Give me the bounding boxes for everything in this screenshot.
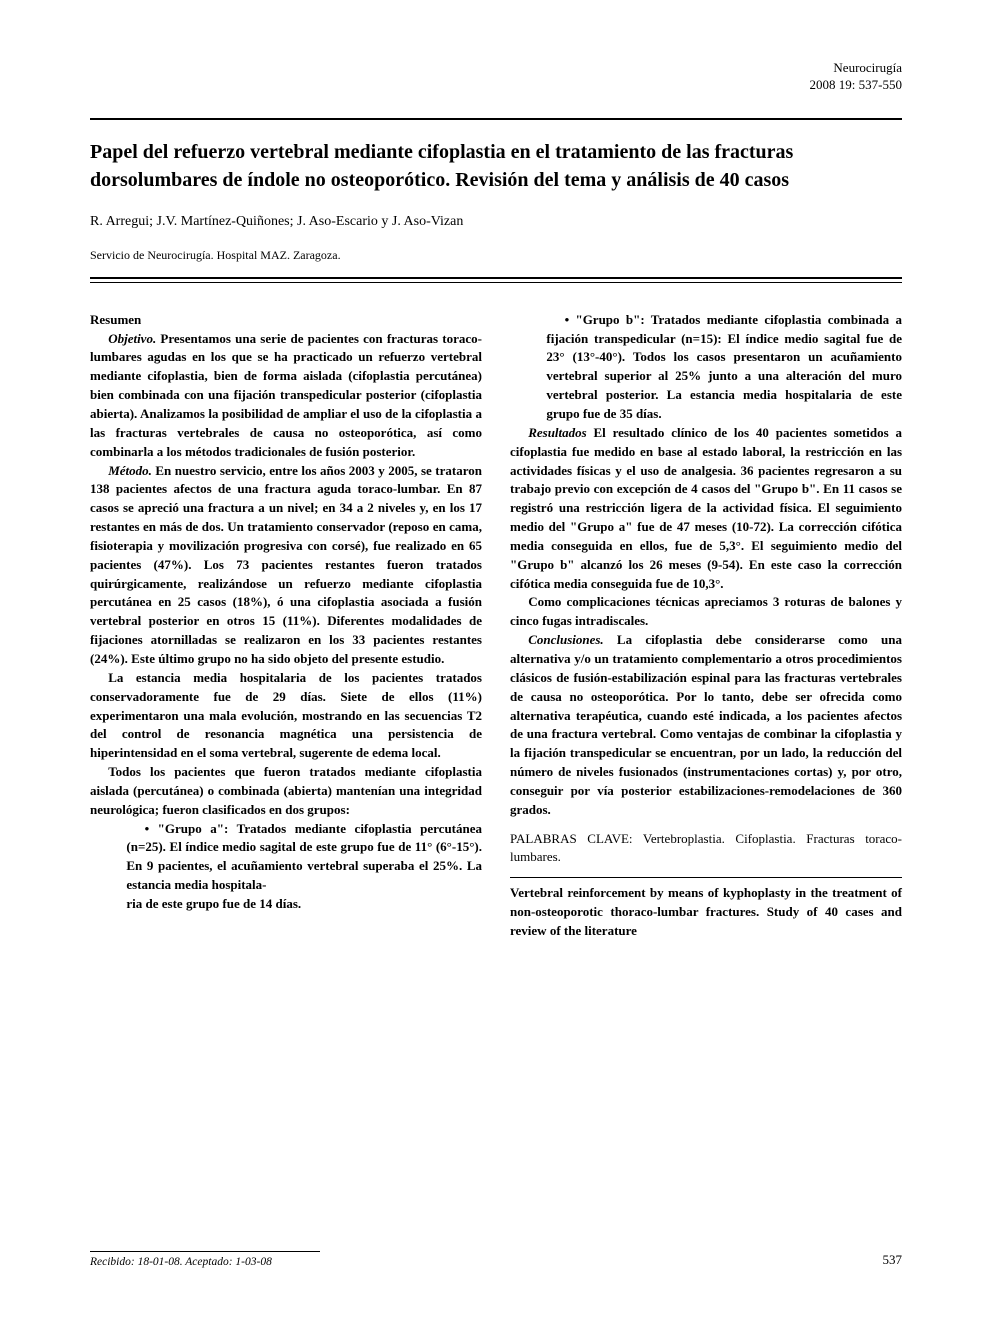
journal-name: Neurocirugía <box>90 60 902 77</box>
objetivo-paragraph: Objetivo. Presentamos una serie de pacie… <box>90 330 482 462</box>
conclusiones-label: Conclusiones. <box>528 632 604 647</box>
conclusiones-paragraph: Conclusiones. La cifoplastia debe consid… <box>510 631 902 819</box>
abstract-heading: Resumen <box>90 311 482 330</box>
english-title: Vertebral reinforcement by means of kyph… <box>510 884 902 941</box>
grupo-a-bullet: • "Grupo a": Tratados mediante cifoplast… <box>90 820 482 895</box>
journal-header: Neurocirugía 2008 19: 537-550 <box>90 60 902 94</box>
metodo-label: Método. <box>108 463 152 478</box>
authors: R. Arregui; J.V. Martínez-Quiñones; J. A… <box>90 214 902 230</box>
footer: Recibido: 18-01-08. Aceptado: 1-03-08 <box>90 1251 902 1268</box>
resultados-text: El resultado clínico de los 40 pacientes… <box>510 425 902 591</box>
metodo-paragraph: Método. En nuestro servicio, entre los a… <box>90 462 482 669</box>
objetivo-label: Objetivo. <box>108 331 156 346</box>
page-number: 537 <box>883 1252 903 1268</box>
metodo-p3: Todos los pacientes que fueron tratados … <box>90 763 482 820</box>
keywords-label: PALABRAS CLAVE: <box>510 831 643 846</box>
journal-citation: 2008 19: 537-550 <box>90 77 902 94</box>
header-double-rule <box>90 277 902 283</box>
english-title-block: Vertebral reinforcement by means of kyph… <box>510 877 902 941</box>
footer-rule <box>90 1251 320 1252</box>
resultados-p2: Como complicaciones técnicas apreciamos … <box>510 593 902 631</box>
affiliation: Servicio de Neurocirugía. Hospital MAZ. … <box>90 248 902 263</box>
conclusiones-text: La cifoplastia debe considerarse como un… <box>510 632 902 817</box>
grupo-a-cont: ria de este grupo fue de 14 días. <box>90 895 482 914</box>
metodo-text: En nuestro servicio, entre los años 2003… <box>90 463 482 666</box>
en-title-rule <box>510 877 902 878</box>
keywords: PALABRAS CLAVE: Vertebroplastia. Cifopla… <box>510 830 902 868</box>
objetivo-text: Presentamos una serie de pacientes con f… <box>90 331 482 459</box>
top-rule <box>90 118 902 120</box>
grupo-b-bullet: • "Grupo b": Tratados mediante cifoplast… <box>510 311 902 424</box>
resultados-paragraph: Resultados El resultado clínico de los 4… <box>510 424 902 594</box>
content-columns: Resumen Objetivo. Presentamos una serie … <box>90 311 902 941</box>
resultados-label: Resultados <box>528 425 587 440</box>
article-title: Papel del refuerzo vertebral mediante ci… <box>90 138 902 194</box>
recibido: Recibido: 18-01-08. Aceptado: 1-03-08 <box>90 1256 902 1268</box>
metodo-p2: La estancia media hospitalaria de los pa… <box>90 669 482 763</box>
